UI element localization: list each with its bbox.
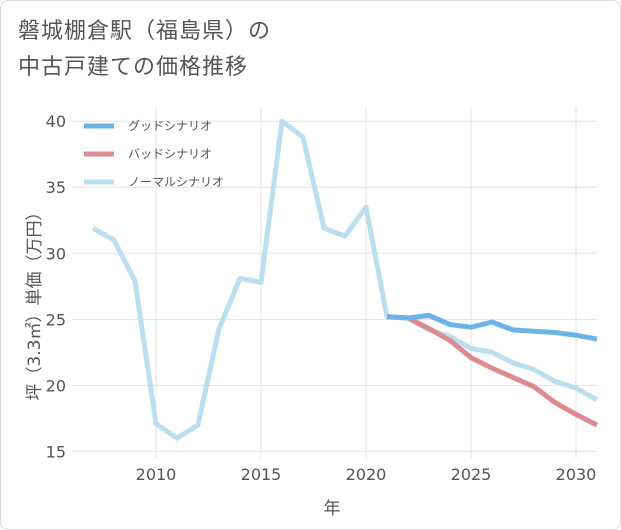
- chart-title: 磐城棚倉駅（福島県）の 中古戸建ての価格推移: [18, 14, 271, 86]
- y-tick-label: 15: [46, 442, 66, 461]
- x-tick-labels: 2010 2015 2020 2025 2030: [136, 465, 597, 484]
- horizontal-gridlines: [72, 120, 597, 452]
- series-line-2: [91, 118, 599, 441]
- x-tick-label: 2025: [451, 465, 492, 484]
- series-line-0: [386, 312, 598, 342]
- y-tick-label: 20: [46, 376, 66, 395]
- series-line-1: [386, 314, 599, 428]
- x-tick-label: 2020: [346, 465, 387, 484]
- chart-title-line-1: 磐城棚倉駅（福島県）の: [18, 19, 272, 44]
- y-axis-title: 坪（3.3㎡）単価（万円）: [25, 203, 45, 400]
- legend-label-2: ノーマルシナリオ: [128, 175, 224, 189]
- x-tick-label: 2030: [556, 465, 597, 484]
- series-lines: [91, 118, 599, 441]
- x-tick-label: 2015: [241, 465, 282, 484]
- y-tick-label: 30: [46, 244, 66, 263]
- y-tick-label: 25: [46, 310, 66, 329]
- y-tick-labels: 15 20 25 30 35 40: [46, 112, 66, 461]
- legend-label-1: バッドシナリオ: [128, 147, 212, 161]
- y-tick-label: 40: [46, 112, 66, 131]
- x-axis-title: 年: [324, 499, 341, 519]
- legend-label-0: グッドシナリオ: [128, 119, 212, 133]
- y-tick-label: 35: [46, 178, 66, 197]
- vertical-gridlines: [155, 108, 577, 458]
- x-tick-label: 2010: [136, 465, 177, 484]
- chart-title-line-2: 中古戸建ての価格推移: [18, 55, 249, 80]
